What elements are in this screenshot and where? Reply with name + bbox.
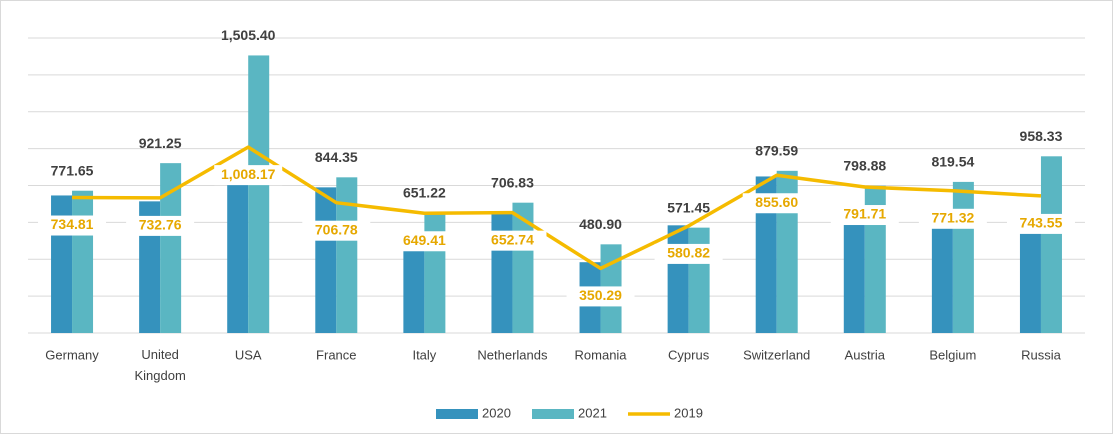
data-label: 743.55 <box>1020 215 1063 231</box>
legend-label: 2020 <box>482 405 511 420</box>
x-tick-label: Germany <box>45 347 99 362</box>
data-label-bg <box>830 205 899 226</box>
bar <box>424 212 446 333</box>
x-tick-label: United Kingdom <box>134 347 185 383</box>
x-tick-label: Belgium <box>929 347 976 362</box>
data-label-bg <box>38 215 107 236</box>
x-tick-label: Romania <box>575 347 628 362</box>
data-label: 844.35 <box>315 149 358 165</box>
data-label: 652.74 <box>491 231 534 247</box>
data-label: 649.41 <box>403 232 446 248</box>
bar <box>667 225 689 333</box>
x-tick-label: Cyprus <box>668 347 710 362</box>
bar <box>931 227 953 333</box>
bar <box>1019 233 1041 333</box>
data-label-bg <box>1006 213 1075 234</box>
data-label-bg <box>126 215 195 236</box>
data-label-bg <box>390 231 459 252</box>
data-label: 1,505.40 <box>221 27 276 43</box>
line <box>72 145 1042 271</box>
bar <box>72 190 94 333</box>
legend-swatch <box>436 409 478 419</box>
x-tick-label: Netherlands <box>477 347 548 362</box>
data-label-bg <box>478 230 547 251</box>
bar <box>843 224 865 333</box>
x-tick-label: USA <box>235 347 262 362</box>
data-label: 1,008.17 <box>221 166 276 182</box>
data-label: 855.60 <box>755 194 798 210</box>
data-label: 706.78 <box>315 221 358 237</box>
bar <box>336 177 358 333</box>
x-tick-label: Switzerland <box>743 347 810 362</box>
bar <box>1040 156 1062 333</box>
data-label: 350.29 <box>579 287 622 303</box>
data-label: 879.59 <box>755 143 798 159</box>
bar <box>315 187 337 333</box>
data-label: 734.81 <box>51 216 94 232</box>
x-tick-label: Italy <box>412 347 436 362</box>
data-label: 771.32 <box>931 209 974 225</box>
data-label-bg <box>918 208 987 229</box>
data-label: 771.65 <box>51 162 94 178</box>
data-label: 798.88 <box>843 157 886 173</box>
data-label: 921.25 <box>139 135 182 151</box>
bar <box>248 55 270 334</box>
data-label: 571.45 <box>667 199 710 215</box>
data-label: 791.71 <box>843 206 886 222</box>
data-label: 651.22 <box>403 185 446 201</box>
data-label-bg <box>654 243 723 264</box>
bar <box>688 227 710 333</box>
x-tick-label: Austria <box>845 347 886 362</box>
legend-swatch <box>532 409 574 419</box>
data-label: 706.83 <box>491 174 534 190</box>
data-label: 958.33 <box>1020 128 1063 144</box>
data-label-bg <box>214 165 283 186</box>
data-label-bg <box>742 193 811 214</box>
x-tick-label: France <box>316 347 356 362</box>
data-label: 580.82 <box>667 245 710 261</box>
bar <box>227 170 249 333</box>
data-label-bg <box>566 286 635 307</box>
bar <box>403 250 425 333</box>
x-tick-label: Russia <box>1021 347 1062 362</box>
bar <box>952 181 974 333</box>
data-label-bg <box>302 220 371 241</box>
bar <box>160 163 182 333</box>
legend-label: 2021 <box>578 405 607 420</box>
bar <box>755 176 777 333</box>
legend-label: 2019 <box>674 405 703 420</box>
data-label: 480.90 <box>579 216 622 232</box>
data-label: 819.54 <box>931 154 974 170</box>
data-label: 732.76 <box>139 217 182 233</box>
